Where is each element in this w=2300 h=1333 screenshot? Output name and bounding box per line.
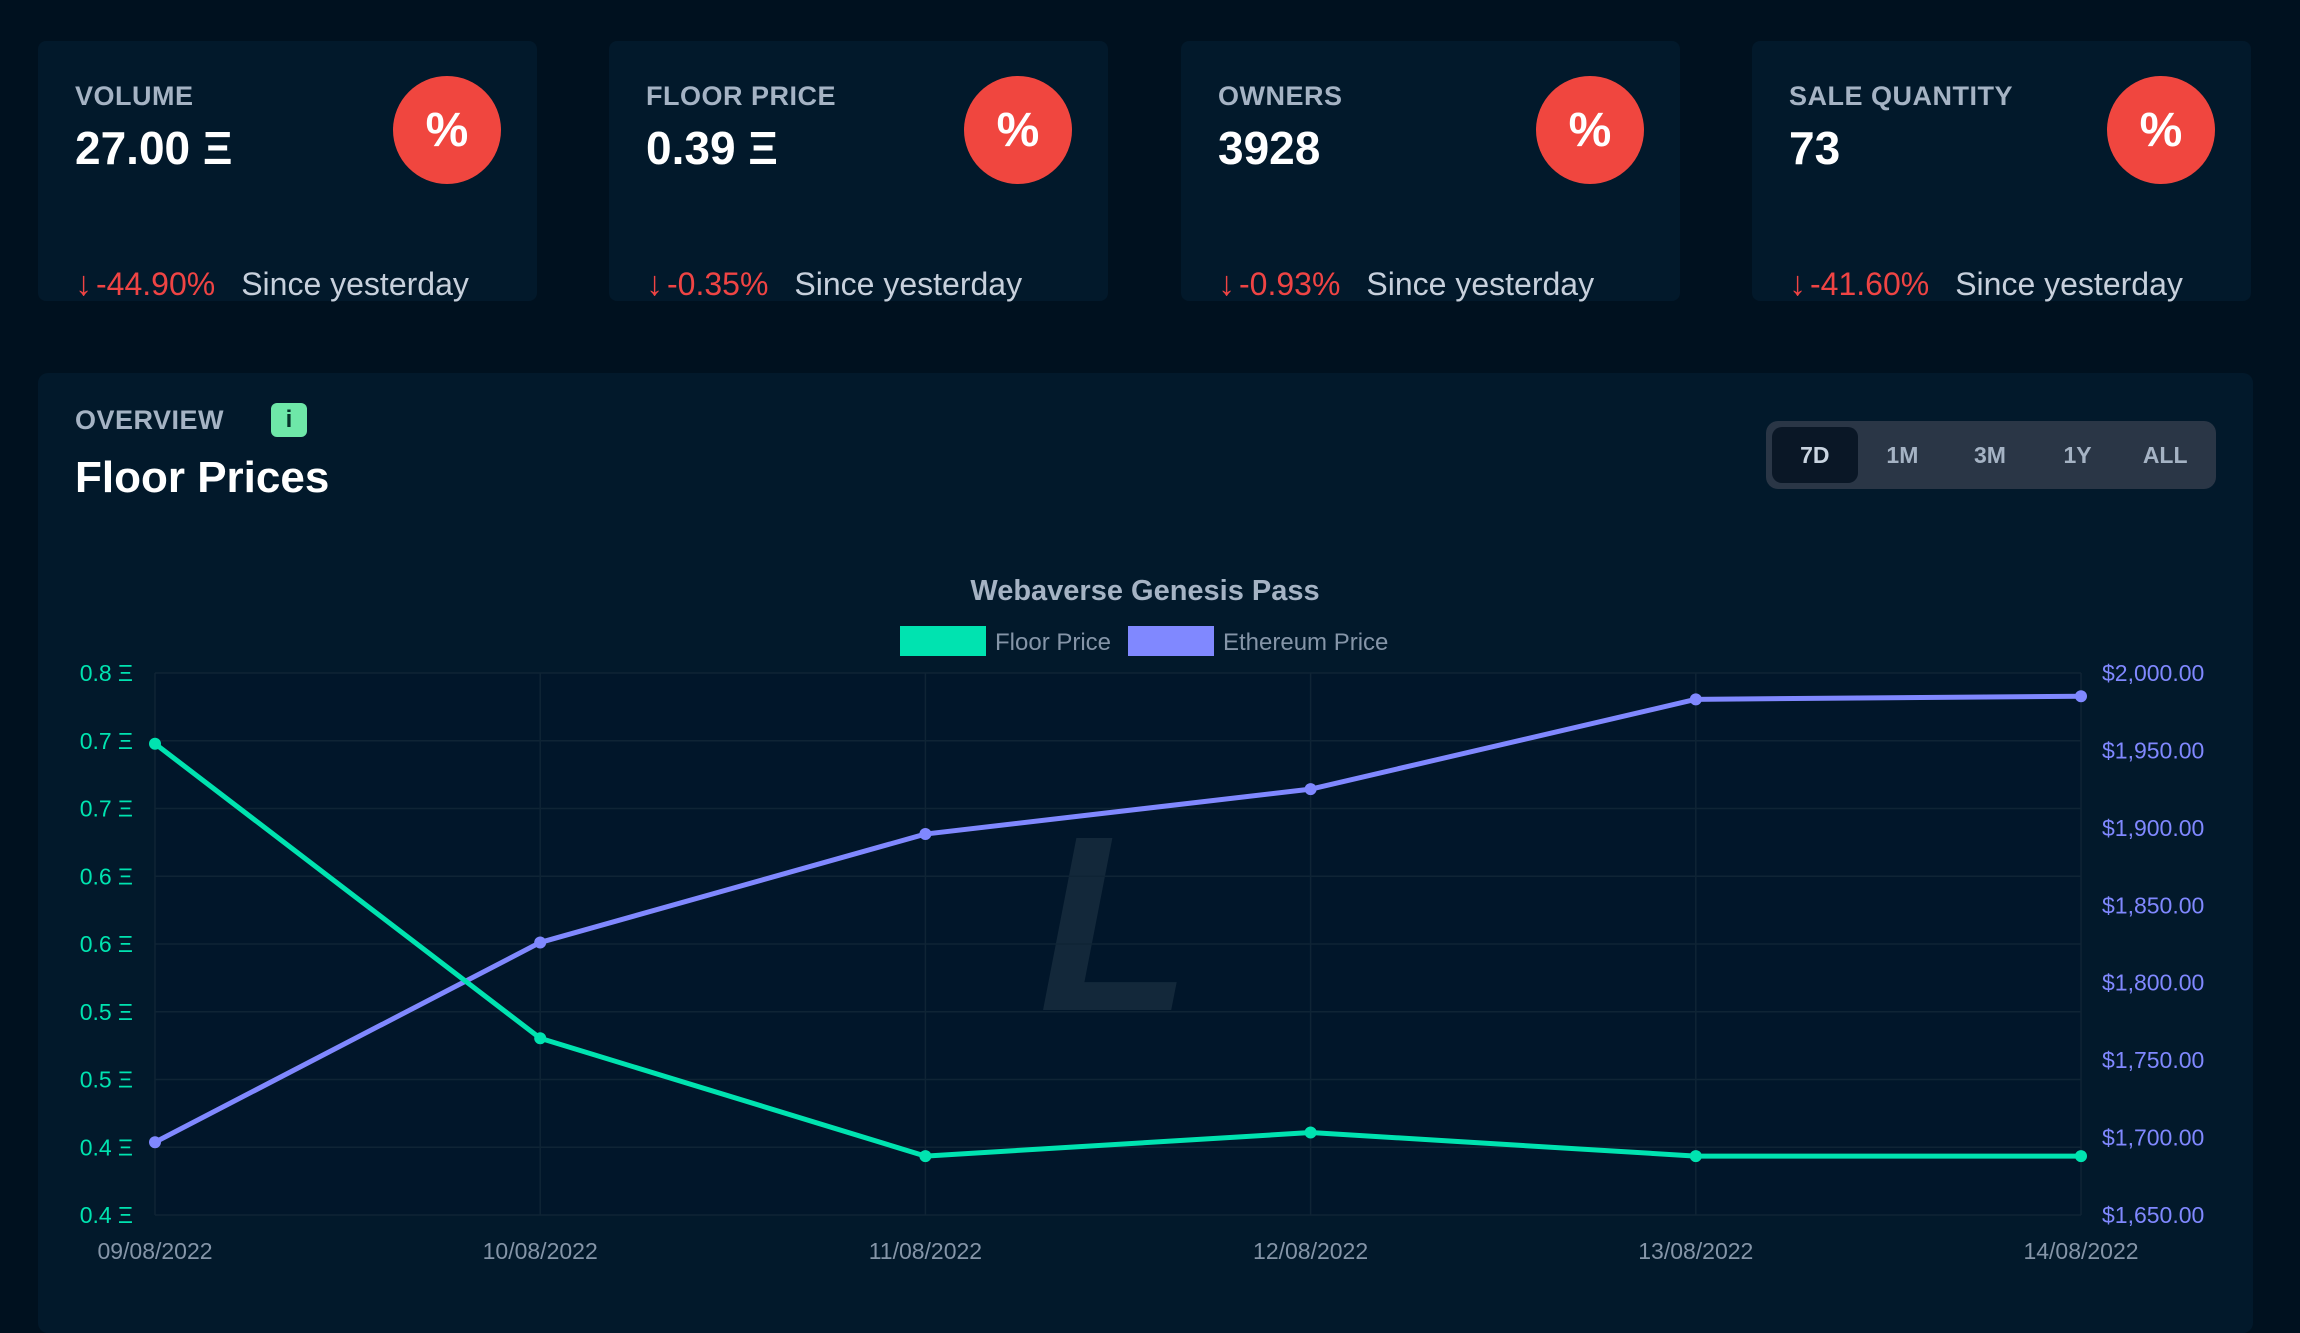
floor-price-chart: L 0.8 Ξ 0.7 Ξ 0.7 Ξ 0.6 Ξ 0.6 Ξ 0.5 Ξ 0.5 Ξ 0.4 … (80, 575, 2205, 1264)
stat-title: SALE QUANTITY (1789, 81, 2014, 111)
chart-title: Webaverse Genesis Pass (970, 575, 1319, 607)
stat-value: 3928 (1218, 122, 1321, 174)
y-right-tick-label: $1,800.00 (2102, 970, 2204, 996)
x-tick-label: 11/08/2022 (869, 1238, 982, 1264)
range-all-button[interactable]: ALL (2142, 441, 2188, 468)
legend-label-0: Floor Price (995, 629, 1111, 656)
stat-title: FLOOR PRICE (646, 81, 837, 111)
y-right-tick-label: $2,000.00 (2102, 660, 2204, 686)
percent-icon: % (1536, 76, 1644, 184)
arrow-down-icon: ↓ (1218, 265, 1235, 303)
stat-since: Since yesterday (241, 266, 469, 302)
percent-icon: % (2107, 76, 2215, 184)
floor-price-point (149, 737, 161, 750)
range-1y-button[interactable]: 1Y (2063, 441, 2092, 468)
ethereum-price-point (534, 936, 547, 949)
stat-card-sale-quantity: SALE QUANTITY 73 % ↓ -41.60% Since yeste… (1752, 41, 2251, 304)
arrow-down-icon: ↓ (75, 265, 92, 303)
arrow-down-icon: ↓ (1789, 265, 1806, 303)
floor-price-point (919, 1150, 932, 1163)
stat-value: 0.39 Ξ (646, 122, 778, 174)
stat-card-owners: OWNERS 3928 % ↓ -0.93% Since yesterday (1181, 41, 1680, 304)
stat-card-volume: VOLUME 27.00 Ξ % ↓ -44.90% Since yesterd… (38, 41, 537, 304)
stat-title: VOLUME (75, 81, 194, 111)
ethereum-price-point (149, 1136, 161, 1149)
legend-swatch-1 (1128, 626, 1214, 656)
y-left-tick-label: 0.4 Ξ (80, 1134, 133, 1160)
x-tick-label: 13/08/2022 (1638, 1238, 1753, 1264)
y-left-tick-label: 0.6 Ξ (80, 931, 133, 957)
y-left-tick-label: 0.7 Ξ (80, 728, 133, 754)
y-left-tick-label: 0.7 Ξ (80, 796, 133, 822)
y-left-tick-label: 0.8 Ξ (80, 660, 133, 686)
stat-change: -0.35% (667, 266, 769, 302)
stat-value: 27.00 Ξ (75, 122, 233, 174)
floor-price-line (153, 741, 2081, 1159)
y-right-tick-label: $1,750.00 (2102, 1047, 2204, 1073)
stat-change: -0.93% (1239, 266, 1341, 302)
floor-price-point (1689, 1150, 1702, 1163)
ethereum-price-point (1304, 783, 1317, 796)
x-tick-label: 12/08/2022 (1253, 1238, 1368, 1264)
y-left-tick-label: 0.5 Ξ (80, 1067, 133, 1093)
stat-card-floor-price: FLOOR PRICE 0.39 Ξ % ↓ -0.35% Since yest… (609, 41, 1108, 304)
stat-title: OWNERS (1218, 81, 1343, 111)
watermark: L (1039, 784, 1192, 1063)
floor-price-point (2075, 1150, 2087, 1163)
range-7d-button[interactable]: 7D (1772, 427, 1858, 483)
floor-price-point (1304, 1126, 1317, 1139)
overview-label: OVERVIEW (75, 405, 225, 435)
ethereum-price-line (153, 693, 2082, 1145)
y-right-tick-label: $1,700.00 (2102, 1125, 2204, 1151)
y-right-tick-label: $1,850.00 (2102, 892, 2204, 918)
info-icon[interactable]: i (271, 403, 307, 437)
y-right-tick-label: $1,950.00 (2102, 737, 2204, 763)
y-right-tick-label: $1,900.00 (2102, 815, 2204, 841)
stat-change: -44.90% (96, 266, 216, 302)
ethereum-price-point (919, 828, 932, 841)
legend-label-1: Ethereum Price (1223, 629, 1388, 656)
ethereum-price-point (2075, 690, 2087, 703)
stat-change-row: ↓ -44.90% Since yesterday (75, 265, 469, 304)
stat-change: -41.60% (1810, 266, 1930, 302)
x-tick-label: 10/08/2022 (483, 1238, 598, 1264)
x-tick-label: 14/08/2022 (2023, 1238, 2138, 1264)
stat-value: 73 (1789, 122, 1841, 174)
arrow-down-icon: ↓ (646, 265, 663, 303)
range-selector: 7D 1M 3M 1Y ALL (1766, 421, 2216, 489)
stat-since: Since yesterday (1366, 266, 1595, 302)
percent-icon: % (964, 76, 1072, 184)
floor-price-point (534, 1032, 547, 1045)
y-left-tick-label: 0.5 Ξ (80, 999, 133, 1025)
panel-title: Floor Prices (75, 453, 330, 502)
range-1m-button[interactable]: 1M (1886, 441, 1919, 468)
y-left-tick-label: 0.6 Ξ (80, 863, 133, 889)
stat-change-row: ↓ -0.35% Since yesterday (646, 265, 1022, 304)
ethereum-price-point (1689, 693, 1702, 706)
y-right-tick-label: $1,650.00 (2102, 1202, 2204, 1228)
x-tick-label: 09/08/2022 (97, 1238, 212, 1264)
y-left-tick-label: 0.4 Ξ (80, 1202, 133, 1228)
stat-since: Since yesterday (794, 266, 1023, 302)
stat-since: Since yesterday (1955, 266, 2183, 302)
range-3m-button[interactable]: 3M (1974, 441, 2006, 468)
stat-change-row: ↓ -0.93% Since yesterday (1218, 265, 1594, 304)
stat-change-row: ↓ -41.60% Since yesterday (1789, 265, 2183, 304)
legend-swatch-0 (900, 626, 986, 656)
percent-icon: % (393, 76, 501, 184)
